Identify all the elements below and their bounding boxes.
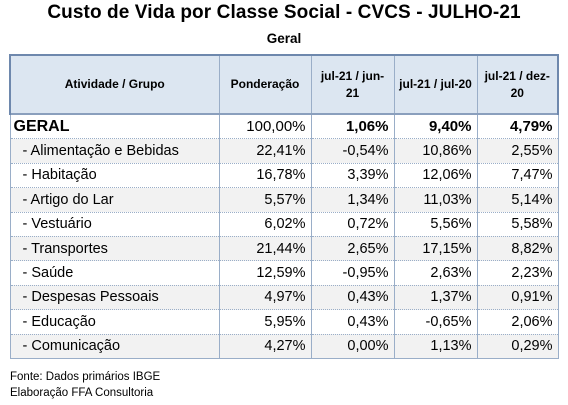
row-jul21-dez20: 2,06%: [476, 309, 559, 335]
row-jul21-jul20: 17,15%: [393, 236, 478, 262]
table-row-geral: GERAL 100,00% 1,06% 9,40% 4,79%: [9, 113, 559, 140]
header-atividade: Atividade / Grupo: [9, 54, 220, 115]
page-subtitle: Geral: [266, 31, 302, 46]
row-jul21-dez20: 0,29%: [476, 334, 559, 359]
row-name: - Comunicação: [9, 334, 220, 359]
row-name: - Vestuário: [9, 212, 220, 237]
header-jul21-jun21: jul-21 / jun-21: [310, 54, 395, 115]
row-name: GERAL: [9, 113, 220, 140]
row-jul21-dez20: 0,91%: [476, 285, 559, 311]
table-row: - Habitação 16,78% 3,39% 12,06% 7,47%: [9, 163, 559, 189]
credit-note: Elaboração FFA Consultoria: [10, 387, 154, 399]
row-jul21-dez20: 5,58%: [476, 212, 559, 237]
header-ponderacao: Ponderação: [218, 54, 312, 115]
row-name: - Saúde: [9, 260, 220, 286]
row-jul21-jul20: 12,06%: [393, 163, 478, 189]
table-row: - Transportes 21,44% 2,65% 17,15% 8,82%: [9, 236, 559, 262]
row-jul21-jun21: 3,39%: [310, 163, 395, 189]
row-jul21-dez20: 4,79%: [476, 113, 559, 140]
row-ponderacao: 21,44%: [218, 236, 312, 262]
row-jul21-jun21: -0,54%: [310, 138, 395, 164]
row-jul21-jun21: 1,34%: [310, 187, 395, 213]
row-jul21-jun21: 0,43%: [310, 309, 395, 335]
row-ponderacao: 12,59%: [218, 260, 312, 286]
row-ponderacao: 16,78%: [218, 163, 312, 189]
table-row: - Artigo do Lar 5,57% 1,34% 11,03% 5,14%: [9, 187, 559, 213]
row-jul21-jun21: 1,06%: [310, 113, 395, 140]
row-jul21-jun21: 0,43%: [310, 285, 395, 311]
row-jul21-jul20: 11,03%: [393, 187, 478, 213]
row-jul21-dez20: 2,55%: [476, 138, 559, 164]
row-ponderacao: 5,95%: [218, 309, 312, 335]
row-jul21-jul20: -0,65%: [393, 309, 478, 335]
row-ponderacao: 22,41%: [218, 138, 312, 164]
row-name: - Transportes: [9, 236, 220, 262]
cvcs-table: Atividade / Grupo Ponderação jul-21 / ju…: [9, 54, 559, 359]
row-name: - Artigo do Lar: [9, 187, 220, 213]
row-name: - Habitação: [9, 163, 220, 189]
table-row: - Educação 5,95% 0,43% -0,65% 2,06%: [9, 309, 559, 335]
row-jul21-dez20: 2,23%: [476, 260, 559, 286]
table-row: - Comunicação 4,27% 0,00% 1,13% 0,29%: [9, 334, 559, 359]
table-row: - Despesas Pessoais 4,97% 0,43% 1,37% 0,…: [9, 285, 559, 311]
row-name: - Alimentação e Bebidas: [9, 138, 220, 164]
row-jul21-jul20: 1,13%: [393, 334, 478, 359]
row-ponderacao: 6,02%: [218, 212, 312, 237]
row-ponderacao: 5,57%: [218, 187, 312, 213]
table-header-row: Atividade / Grupo Ponderação jul-21 / ju…: [9, 54, 559, 115]
table-row: - Vestuário 6,02% 0,72% 5,56% 5,58%: [9, 212, 559, 237]
row-jul21-jun21: 0,72%: [310, 212, 395, 237]
row-jul21-jun21: -0,95%: [310, 260, 395, 286]
row-jul21-dez20: 8,82%: [476, 236, 559, 262]
row-jul21-dez20: 5,14%: [476, 187, 559, 213]
table-row: - Saúde 12,59% -0,95% 2,63% 2,23%: [9, 260, 559, 286]
row-jul21-jun21: 2,65%: [310, 236, 395, 262]
row-ponderacao: 4,97%: [218, 285, 312, 311]
header-jul21-dez20: jul-21 / dez-20: [476, 54, 559, 115]
row-name: - Despesas Pessoais: [9, 285, 220, 311]
row-jul21-dez20: 7,47%: [476, 163, 559, 189]
row-ponderacao: 4,27%: [218, 334, 312, 359]
row-jul21-jul20: 10,86%: [393, 138, 478, 164]
row-jul21-jul20: 5,56%: [393, 212, 478, 237]
row-jul21-jul20: 2,63%: [393, 260, 478, 286]
source-note: Fonte: Dados primários IBGE: [10, 371, 161, 383]
page-title: Custo de Vida por Classe Social - CVCS -…: [47, 2, 521, 23]
row-jul21-jul20: 9,40%: [393, 113, 478, 140]
header-jul21-jul20: jul-21 / jul-20: [393, 54, 478, 115]
row-jul21-jun21: 0,00%: [310, 334, 395, 359]
row-jul21-jul20: 1,37%: [393, 285, 478, 311]
table-row: - Alimentação e Bebidas 22,41% -0,54% 10…: [9, 138, 559, 164]
row-ponderacao: 100,00%: [218, 113, 312, 140]
row-name: - Educação: [9, 309, 220, 335]
